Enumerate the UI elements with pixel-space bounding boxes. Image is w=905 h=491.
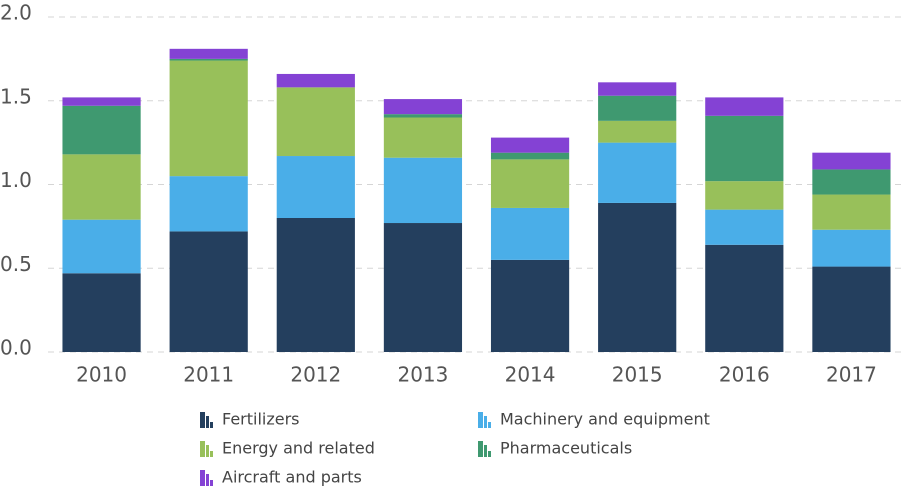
y-tick-label: 2.0 bbox=[0, 1, 32, 25]
y-tick-label: 0.0 bbox=[0, 336, 32, 360]
legend-icon bbox=[200, 441, 205, 457]
bar bbox=[276, 156, 355, 218]
x-tick-label: 2011 bbox=[183, 363, 234, 387]
x-tick-label: 2013 bbox=[397, 363, 448, 387]
y-tick-label: 1.0 bbox=[0, 168, 32, 192]
legend-icon bbox=[478, 412, 483, 428]
bar bbox=[812, 229, 891, 267]
bar bbox=[62, 273, 141, 352]
x-tick-label: 2015 bbox=[612, 363, 663, 387]
bar bbox=[812, 152, 891, 170]
bar bbox=[490, 137, 570, 153]
legend-icon bbox=[210, 480, 213, 486]
bar bbox=[812, 169, 891, 195]
x-tick-label: 2017 bbox=[826, 363, 877, 387]
x-tick-label: 2014 bbox=[505, 363, 556, 387]
legend-icon bbox=[478, 441, 483, 457]
bar bbox=[169, 48, 248, 59]
bar bbox=[598, 202, 677, 352]
legend-icon bbox=[210, 422, 213, 428]
legend-icon bbox=[200, 412, 205, 428]
bar bbox=[490, 259, 570, 352]
bar bbox=[383, 117, 463, 158]
legend-icon bbox=[484, 416, 487, 428]
legend-icon bbox=[210, 451, 213, 457]
bar bbox=[383, 99, 463, 115]
x-tick-label: 2016 bbox=[719, 363, 770, 387]
bar bbox=[169, 58, 248, 61]
bar bbox=[490, 159, 570, 208]
legend-icon bbox=[206, 416, 209, 428]
bar bbox=[705, 181, 784, 210]
bar bbox=[169, 60, 248, 177]
legend-icon bbox=[206, 474, 209, 486]
bar bbox=[169, 231, 248, 352]
bar bbox=[490, 207, 570, 260]
legend-icon bbox=[484, 445, 487, 457]
bar bbox=[812, 266, 891, 352]
bar bbox=[705, 115, 784, 182]
bar bbox=[812, 194, 891, 230]
bar bbox=[598, 82, 677, 96]
bar bbox=[383, 114, 463, 118]
bar bbox=[62, 97, 141, 106]
legend-label: Machinery and equipment bbox=[500, 410, 710, 429]
legend-label: Pharmaceuticals bbox=[500, 439, 632, 458]
bar bbox=[169, 176, 248, 232]
x-tick-label: 2012 bbox=[290, 363, 341, 387]
bar bbox=[383, 157, 463, 224]
bar bbox=[383, 223, 463, 352]
legend-icon bbox=[206, 445, 209, 457]
bar bbox=[276, 87, 355, 157]
bar bbox=[705, 244, 784, 352]
bar bbox=[62, 219, 141, 274]
legend-label: Energy and related bbox=[222, 439, 375, 458]
bar bbox=[598, 142, 677, 203]
legend-icon bbox=[200, 470, 205, 486]
y-tick-label: 1.5 bbox=[0, 84, 32, 108]
legend-icon bbox=[488, 451, 491, 457]
bar bbox=[598, 95, 677, 121]
legend-label: Fertilizers bbox=[222, 410, 300, 429]
legend-icon bbox=[488, 422, 491, 428]
y-tick-label: 0.5 bbox=[0, 252, 32, 276]
bar bbox=[276, 73, 355, 88]
bar bbox=[62, 154, 141, 220]
bar bbox=[62, 105, 141, 155]
bar bbox=[598, 120, 677, 143]
bar bbox=[276, 218, 355, 352]
legend-label: Aircraft and parts bbox=[222, 468, 362, 487]
bar bbox=[705, 209, 784, 245]
bar bbox=[490, 152, 570, 160]
bar bbox=[705, 97, 784, 116]
x-tick-label: 2010 bbox=[76, 363, 127, 387]
